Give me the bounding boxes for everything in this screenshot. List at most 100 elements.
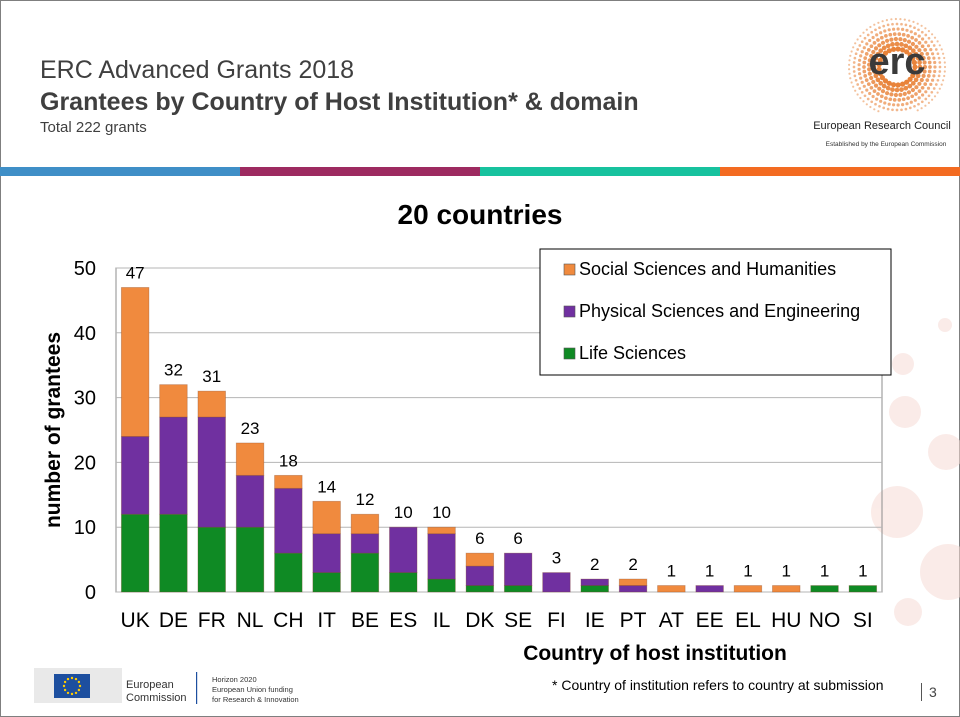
bar-segment [503, 585, 533, 593]
bar-segment [235, 526, 265, 593]
x-tick-label: SI [853, 609, 873, 632]
chart-bars [120, 287, 878, 593]
bar-segment [350, 533, 380, 554]
bar-segment [120, 513, 150, 593]
legend-swatch [563, 263, 576, 276]
stripe-blue [0, 167, 240, 176]
bar-total-label: 14 [317, 477, 336, 496]
erc-name: European Research Council [813, 120, 951, 132]
bar-segment [274, 487, 303, 554]
bar-segment [427, 578, 456, 593]
bar-segment [542, 572, 571, 593]
bar-segment [618, 578, 648, 586]
x-tick-label: CH [273, 609, 303, 632]
y-tick-label: 40 [74, 323, 96, 345]
page-separator [921, 683, 922, 701]
bar-segment [810, 585, 839, 593]
bar-segment [695, 585, 724, 593]
bar-segment [312, 572, 341, 593]
legend-swatch [563, 305, 576, 318]
bar-total-label: 1 [782, 562, 791, 581]
bar-segment [465, 565, 495, 586]
bar-segment [580, 585, 609, 593]
bar-total-label: 3 [552, 549, 561, 568]
bar-segment [197, 416, 226, 528]
bar-segment [427, 526, 456, 535]
x-tick-label: FI [547, 609, 566, 632]
stripe-orange [720, 167, 960, 176]
bar-total-label: 12 [355, 490, 374, 509]
bar-segment [427, 533, 456, 580]
h2020-line1: Horizon 2020 [212, 675, 257, 684]
bar-segment [465, 585, 495, 593]
x-tick-label: BE [351, 609, 379, 632]
bar-segment [159, 384, 188, 418]
bar-total-label: 6 [475, 529, 484, 548]
bar-segment [197, 526, 226, 593]
erc-tagline: Established by the European Commission [826, 141, 947, 148]
y-axis-ticks: 0 10 20 30 40 50 [74, 258, 96, 604]
y-axis-label: number of grantees [42, 332, 65, 528]
bar-total-label: 10 [432, 503, 451, 522]
x-tick-label: IL [433, 609, 451, 632]
bar-segment [120, 287, 150, 437]
bar-segment [772, 585, 801, 593]
bar-total-label: 2 [628, 555, 637, 574]
slide-subtitle-bold: Grantees by Country of Host Institution*… [40, 88, 639, 116]
bar-segment [159, 513, 188, 593]
ec-name-line2: Commission [126, 692, 187, 704]
bar-segment [120, 436, 150, 515]
legend-entry: Life Sciences [579, 343, 686, 363]
bar-segment [197, 390, 226, 418]
x-tick-label: DK [465, 609, 494, 632]
x-tick-label: DE [159, 609, 188, 632]
ec-footer-logo: European Commission Horizon 2020 Europea… [34, 668, 299, 704]
bar-segment [274, 474, 303, 489]
x-tick-label: NO [809, 609, 841, 632]
x-tick-label: PT [620, 609, 647, 632]
bar-total-label: 1 [858, 562, 867, 581]
x-tick-label: EL [735, 609, 761, 632]
bar-segment [312, 533, 341, 573]
total-grants-label: Total 222 grants [40, 119, 147, 136]
x-tick-label: IT [317, 609, 336, 632]
stripe-magenta [240, 167, 480, 176]
x-tick-label: IE [585, 609, 605, 632]
bar-segment [580, 578, 609, 586]
footnote: * Country of institution refers to count… [552, 677, 884, 693]
legend-swatch [563, 347, 576, 360]
x-tick-label: AT [659, 609, 684, 632]
bar-segment [848, 585, 878, 593]
bar-segment [235, 474, 265, 528]
bar-total-label: 47 [126, 263, 145, 282]
erc-logo-dots [848, 17, 947, 113]
bar-total-label: 32 [164, 361, 183, 380]
bar-total-label: 18 [279, 451, 298, 470]
chart-legend: Social Sciences and Humanities Physical S… [539, 248, 892, 376]
y-tick-label: 50 [74, 258, 96, 280]
x-tick-label: NL [237, 609, 264, 632]
bar-segment [733, 585, 763, 593]
bar-segment [618, 585, 648, 593]
bar-total-label: 1 [820, 562, 829, 581]
y-tick-label: 10 [74, 517, 96, 539]
bar-segment [350, 552, 380, 593]
x-tick-label: EE [696, 609, 724, 632]
legend-entry: Social Sciences and Humanities [579, 259, 836, 279]
x-axis-ticks: UK DE FR NL CH IT BE ES IL DK SE FI IE PT AT EE EL HU NO SI [121, 609, 873, 632]
bar-segment [389, 572, 418, 593]
h2020-line3: for Research & Innovation [212, 695, 299, 704]
x-tick-label: SE [504, 609, 532, 632]
y-tick-label: 20 [74, 452, 96, 474]
bar-segment [389, 526, 418, 573]
footer-divider [196, 672, 198, 704]
erc-wordmark: erc [868, 41, 925, 83]
bar-total-label: 1 [743, 562, 752, 581]
bar-total-label: 23 [241, 419, 260, 438]
slide-title: ERC Advanced Grants 2018 [40, 56, 355, 84]
legend-box [539, 248, 892, 376]
y-tick-label: 0 [85, 582, 96, 604]
x-tick-label: FR [198, 609, 226, 632]
